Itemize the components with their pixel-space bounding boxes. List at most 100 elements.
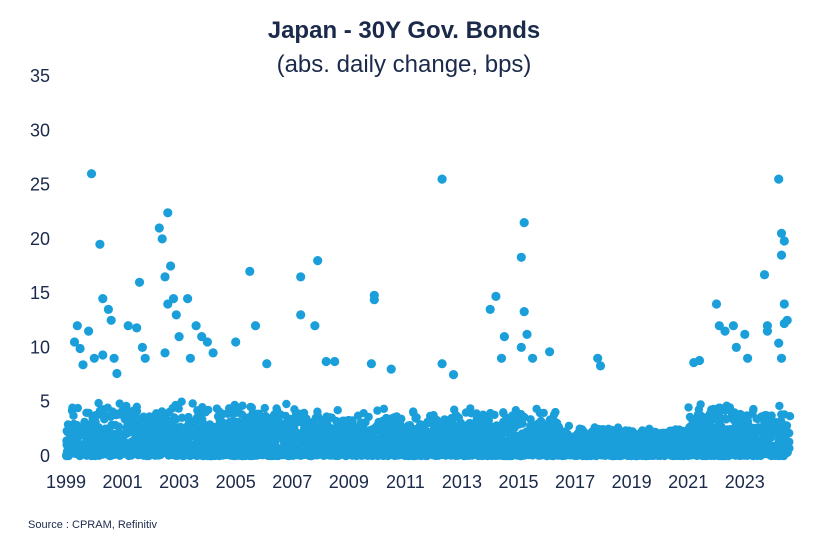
data-point — [665, 426, 674, 436]
data-point — [733, 422, 742, 431]
data-point — [667, 435, 676, 444]
data-point — [123, 321, 133, 331]
data-point — [387, 434, 396, 444]
data-point — [559, 441, 569, 451]
data-point — [78, 360, 88, 370]
y-axis-ticks: 0 5 10 15 20 25 30 35 — [30, 66, 50, 466]
data-point — [779, 236, 789, 246]
data-point — [779, 299, 789, 309]
data-point — [133, 417, 143, 427]
data-point — [628, 438, 637, 447]
x-tick-label: 2001 — [103, 472, 143, 492]
data-point — [649, 430, 659, 439]
data-point — [591, 440, 601, 449]
data-point — [654, 449, 663, 459]
data-point — [245, 266, 255, 276]
data-point — [103, 403, 112, 412]
y-tick-label: 35 — [30, 66, 50, 86]
data-point — [521, 446, 530, 455]
data-point — [202, 337, 212, 347]
data-point — [170, 448, 179, 457]
data-point — [656, 431, 665, 440]
data-point — [508, 440, 517, 449]
x-tick-label: 2005 — [216, 472, 256, 492]
data-point — [262, 359, 272, 369]
data-point — [175, 434, 184, 443]
data-point — [359, 424, 368, 433]
data-point — [226, 451, 235, 460]
data-point — [202, 440, 211, 449]
data-point — [188, 399, 197, 408]
data-point — [767, 449, 776, 458]
data-point — [780, 410, 789, 419]
data-point — [771, 443, 781, 452]
data-point — [138, 434, 147, 444]
data-point — [136, 450, 145, 459]
data-point — [122, 408, 131, 418]
data-point — [308, 418, 318, 428]
x-tick-label: 2003 — [159, 472, 199, 492]
data-point — [176, 424, 186, 433]
data-point — [302, 414, 311, 423]
data-point — [286, 436, 295, 445]
data-point — [742, 450, 751, 459]
data-point — [321, 356, 331, 367]
data-point — [176, 445, 185, 454]
data-point — [467, 409, 476, 418]
data-point — [272, 404, 281, 413]
data-point — [238, 401, 247, 410]
data-point — [705, 439, 714, 448]
data-point — [345, 419, 355, 428]
data-point — [748, 409, 757, 418]
data-point — [98, 350, 108, 360]
data-point — [598, 436, 608, 445]
data-point — [310, 321, 320, 331]
data-point — [220, 442, 230, 451]
data-point — [158, 449, 167, 458]
data-point — [580, 448, 590, 458]
data-point — [593, 353, 603, 363]
data-point — [365, 450, 374, 460]
data-point — [699, 451, 709, 461]
data-point — [289, 415, 298, 425]
data-point — [95, 239, 105, 249]
data-point — [613, 423, 623, 432]
x-tick-label: 2011 — [386, 472, 425, 492]
data-point — [260, 403, 269, 413]
data-point — [779, 423, 789, 432]
data-point — [743, 353, 753, 363]
data-point — [113, 433, 122, 442]
data-point — [717, 405, 726, 415]
data-point — [551, 407, 560, 417]
data-point — [485, 443, 494, 453]
data-point — [590, 423, 599, 432]
data-point — [167, 428, 176, 438]
x-tick-label: 1999 — [46, 472, 86, 492]
data-point — [451, 410, 461, 420]
data-point — [762, 326, 773, 336]
data-point — [595, 361, 606, 371]
data-point — [731, 342, 741, 352]
data-point — [498, 428, 507, 438]
data-point — [86, 169, 97, 179]
data-point — [134, 277, 145, 287]
data-point — [328, 424, 337, 433]
data-point — [496, 353, 507, 363]
data-point — [776, 353, 787, 363]
data-point — [677, 451, 686, 461]
data-point — [776, 250, 787, 260]
data-point — [115, 399, 124, 408]
x-tick-label: 2015 — [498, 472, 538, 492]
data-point — [759, 270, 770, 280]
data-point — [106, 315, 116, 325]
data-point — [416, 420, 425, 429]
data-point — [184, 436, 193, 445]
data-point — [568, 449, 578, 458]
data-point — [504, 426, 514, 435]
data-point — [157, 234, 167, 244]
data-point — [714, 321, 724, 331]
data-point — [323, 416, 332, 425]
data-point — [247, 435, 257, 444]
data-point — [191, 321, 201, 331]
